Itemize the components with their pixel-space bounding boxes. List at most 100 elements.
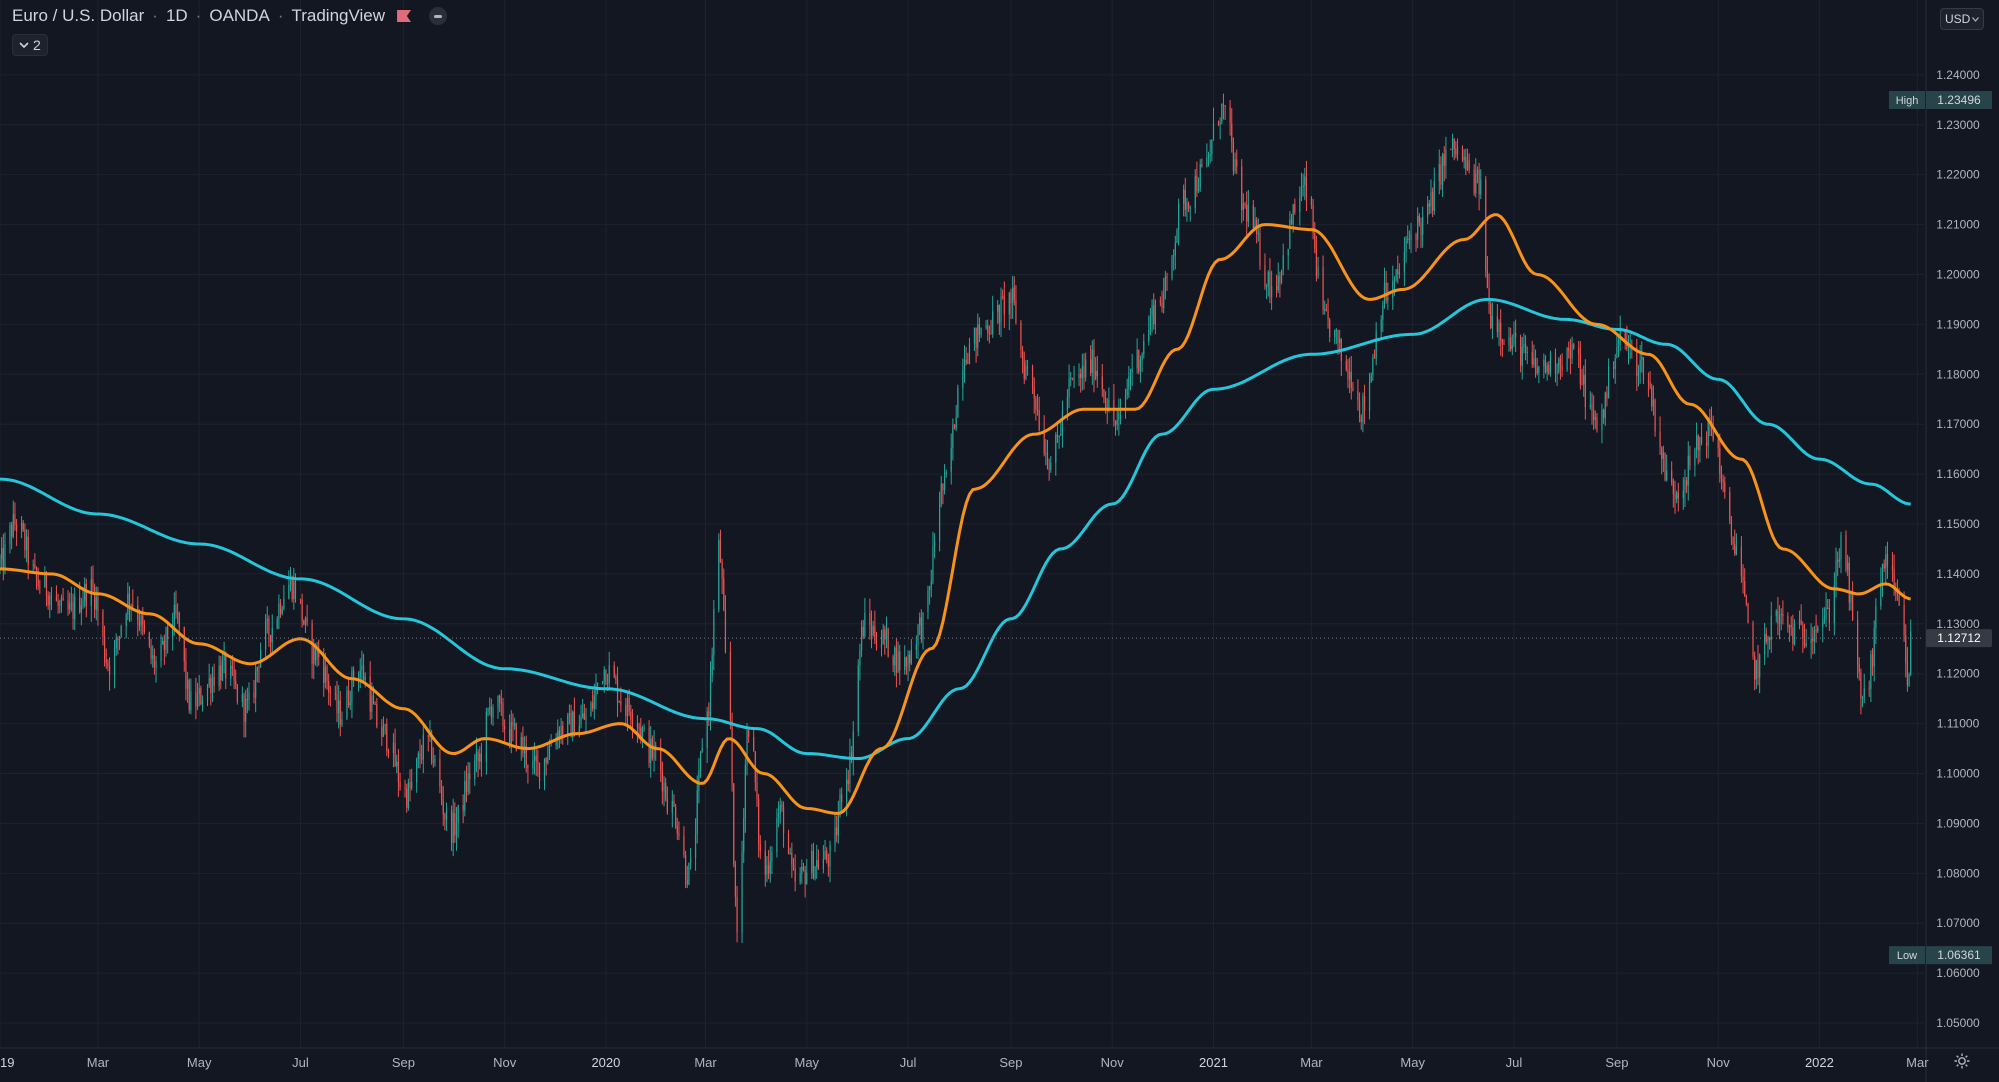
candle-body[interactable] — [178, 612, 180, 627]
candle-body[interactable] — [1583, 374, 1585, 385]
candle-body[interactable] — [1491, 316, 1493, 329]
candle-body[interactable] — [1031, 366, 1034, 388]
candle-body[interactable] — [1463, 156, 1465, 161]
candle-body[interactable] — [1624, 330, 1626, 340]
candle-body[interactable] — [1905, 635, 1907, 663]
candle-body[interactable] — [892, 656, 894, 666]
candle-body[interactable] — [82, 600, 84, 606]
candle-body[interactable] — [973, 327, 976, 344]
candle-body[interactable] — [1759, 654, 1761, 678]
candle-body[interactable] — [1654, 399, 1656, 432]
candle-body[interactable] — [1544, 359, 1547, 373]
moving-average-slow[interactable] — [0, 297, 1911, 760]
candle-body[interactable] — [817, 860, 820, 869]
candle-body[interactable] — [1672, 482, 1674, 495]
candle-body[interactable] — [1221, 103, 1223, 122]
candle-body[interactable] — [339, 700, 341, 725]
candle-body[interactable] — [1002, 296, 1004, 298]
candle-body[interactable] — [1143, 341, 1145, 355]
candle-body[interactable] — [799, 873, 801, 882]
candle-body[interactable] — [450, 810, 453, 844]
candle-body[interactable] — [22, 522, 24, 530]
candle-body[interactable] — [1350, 371, 1352, 388]
candle-body[interactable] — [1559, 358, 1562, 366]
candle-body[interactable] — [1617, 341, 1620, 347]
candle-body[interactable] — [1081, 365, 1083, 379]
candle-body[interactable] — [1445, 149, 1447, 166]
candle-body[interactable] — [953, 424, 956, 429]
candle-body[interactable] — [938, 503, 941, 542]
candle-body[interactable] — [1380, 319, 1382, 332]
candle-body[interactable] — [1196, 175, 1198, 192]
candle-body[interactable] — [276, 618, 278, 629]
candle-body[interactable] — [1520, 336, 1522, 366]
candle-body[interactable] — [625, 704, 627, 716]
candle-body[interactable] — [943, 474, 946, 491]
candle-body[interactable] — [1607, 366, 1610, 399]
candle-body[interactable] — [427, 734, 429, 738]
candle-body[interactable] — [527, 764, 529, 769]
candle-body[interactable] — [1686, 480, 1688, 486]
candle-body[interactable] — [1015, 300, 1017, 323]
candle-body[interactable] — [1066, 396, 1069, 412]
candle-body[interactable] — [678, 833, 680, 836]
candle-body[interactable] — [241, 694, 243, 703]
candle-body[interactable] — [875, 640, 878, 649]
candle-body[interactable] — [990, 333, 992, 335]
candle-body[interactable] — [603, 669, 605, 682]
candle-body[interactable] — [1280, 269, 1283, 283]
candle-body[interactable] — [812, 851, 815, 879]
candle-body[interactable] — [1013, 287, 1015, 301]
candle-body[interactable] — [1868, 688, 1870, 690]
candle-body[interactable] — [233, 668, 235, 682]
candle-body[interactable] — [1720, 473, 1723, 480]
candle-body[interactable] — [1335, 330, 1337, 332]
candle-body[interactable] — [748, 730, 750, 737]
candle-body[interactable] — [208, 678, 210, 685]
candle-body[interactable] — [733, 783, 735, 864]
candle-body[interactable] — [1847, 562, 1849, 570]
candle-body[interactable] — [975, 327, 977, 348]
candle-body[interactable] — [963, 359, 966, 371]
candle-body[interactable] — [1222, 103, 1225, 106]
candle-body[interactable] — [1186, 202, 1188, 210]
candle-body[interactable] — [1352, 387, 1354, 391]
candle-body[interactable] — [143, 624, 146, 633]
candle-body[interactable] — [942, 483, 944, 491]
candle-body[interactable] — [1450, 149, 1452, 151]
candle-body[interactable] — [384, 724, 386, 726]
candle-body[interactable] — [573, 711, 575, 737]
candle-body[interactable] — [723, 578, 725, 611]
candle-body[interactable] — [824, 850, 826, 859]
candle-body[interactable] — [142, 615, 144, 625]
candle-body[interactable] — [260, 649, 262, 668]
candle-body[interactable] — [246, 699, 248, 701]
candle-body[interactable] — [198, 688, 200, 695]
candle-body[interactable] — [1881, 563, 1884, 583]
candle-body[interactable] — [1304, 176, 1306, 186]
candle-body[interactable] — [2, 547, 4, 570]
candle-body[interactable] — [411, 782, 413, 789]
candle-body[interactable] — [1521, 346, 1523, 366]
candle-body[interactable] — [802, 866, 805, 870]
candle-body[interactable] — [372, 695, 375, 704]
candle-body[interactable] — [206, 684, 209, 701]
candle-body[interactable] — [718, 539, 720, 610]
candle-body[interactable] — [416, 759, 418, 783]
candle-body[interactable] — [328, 681, 330, 693]
candle-body[interactable] — [1453, 138, 1455, 149]
candle-body[interactable] — [734, 863, 737, 897]
candle-body[interactable] — [1234, 159, 1236, 171]
candle-body[interactable] — [782, 807, 785, 834]
candle-body[interactable] — [283, 598, 285, 609]
candle-body[interactable] — [1166, 276, 1168, 278]
currency-selector[interactable]: USD — [1940, 8, 1985, 30]
candle-body[interactable] — [492, 707, 494, 718]
candle-body[interactable] — [434, 758, 436, 763]
candle-body[interactable] — [243, 694, 245, 722]
candle-body[interactable] — [869, 612, 871, 626]
candle-body[interactable] — [1573, 344, 1575, 349]
candle-body[interactable] — [638, 727, 640, 729]
candle-body[interactable] — [532, 760, 534, 769]
candle-body[interactable] — [1616, 346, 1618, 359]
